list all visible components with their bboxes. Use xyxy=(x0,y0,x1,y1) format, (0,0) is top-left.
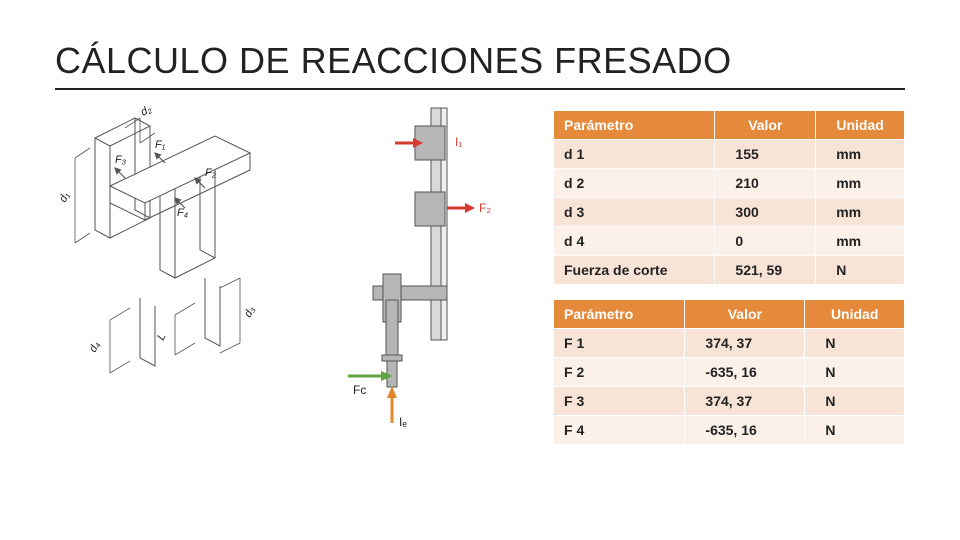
col-param: Parámetro xyxy=(554,111,715,140)
parameters-table-1: Parámetro Valor Unidad d 1155mmd 2210mmd… xyxy=(553,110,905,285)
svg-text:F₄: F₄ xyxy=(177,207,188,219)
table-row: F 2-635, 16N xyxy=(554,358,905,387)
col-unit: Unidad xyxy=(816,111,905,140)
page-title: CÁLCULO DE REACCIONES FRESADO xyxy=(55,40,905,90)
col-unit: Unidad xyxy=(805,300,905,329)
svg-text:F₂: F₂ xyxy=(205,167,217,179)
table-row: F 3374, 37N xyxy=(554,387,905,416)
svg-text:F₁: F₁ xyxy=(155,139,166,151)
svg-text:d₃: d₃ xyxy=(242,304,258,319)
table-row: F 4-635, 16N xyxy=(554,416,905,445)
svg-text:Iₑ: Iₑ xyxy=(399,415,407,429)
table-row: d 1155mm xyxy=(554,140,905,169)
col-value: Valor xyxy=(715,111,816,140)
parameters-table-2: Parámetro Valor Unidad F 1374, 37NF 2-63… xyxy=(553,299,905,445)
svg-text:Fc: Fc xyxy=(353,383,366,397)
svg-text:F₃: F₃ xyxy=(115,154,127,166)
table-row: d 40mm xyxy=(554,227,905,256)
col-param: Parámetro xyxy=(554,300,685,329)
table-row: F 1374, 37N xyxy=(554,329,905,358)
col-value: Valor xyxy=(685,300,805,329)
side-view-diagram: I₁ F₂ Fc Iₑ xyxy=(313,108,543,428)
table-row: Fuerza de corte521, 59N xyxy=(554,256,905,285)
isometric-diagram: d₁ d₂ d₄ L d₃ F₃ F₁ F₄ F₂ xyxy=(55,108,305,408)
svg-text:d₂: d₂ xyxy=(139,103,154,119)
svg-text:d₁: d₁ xyxy=(57,190,72,205)
svg-text:F₂: F₂ xyxy=(479,201,491,215)
table-row: d 3300mm xyxy=(554,198,905,227)
svg-text:I₁: I₁ xyxy=(455,135,462,149)
svg-text:L: L xyxy=(155,331,168,342)
svg-text:d₄: d₄ xyxy=(87,339,103,354)
table-row: d 2210mm xyxy=(554,169,905,198)
